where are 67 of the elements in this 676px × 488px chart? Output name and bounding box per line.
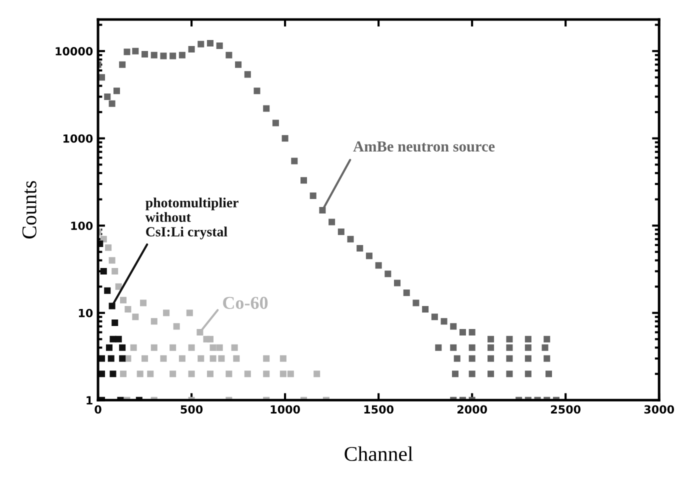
y-axis-title: Counts [22, 181, 36, 239]
point [226, 370, 232, 378]
x-tick-label: 1500 [364, 405, 394, 414]
point [140, 300, 147, 306]
annotation: Co-60 [223, 296, 268, 309]
point [188, 344, 195, 351]
point [160, 355, 167, 362]
point [110, 370, 116, 378]
x-axis-title: Channel [344, 446, 413, 461]
x-tick-label: 500 [180, 405, 203, 414]
point [142, 355, 148, 362]
point [115, 336, 122, 342]
point [119, 355, 126, 362]
point [104, 287, 111, 294]
y-tick-label: 1000 [63, 134, 93, 143]
point [115, 283, 122, 290]
point [218, 355, 225, 362]
point [170, 370, 176, 378]
y-tick-label: 1 [86, 396, 92, 404]
point [112, 320, 118, 326]
point [112, 268, 118, 275]
point [280, 355, 286, 362]
point [178, 355, 186, 362]
point [263, 370, 270, 378]
point [173, 323, 180, 330]
point [170, 344, 176, 351]
point [108, 257, 116, 264]
x-tick-label: 2500 [551, 405, 581, 414]
point [136, 370, 144, 378]
x-tick-label: 0 [94, 405, 102, 414]
point [119, 344, 126, 351]
y-tick-label: 10000 [56, 47, 93, 56]
point [150, 344, 158, 351]
point [124, 306, 132, 313]
point [147, 370, 154, 378]
annotation: AmBe neutron source [353, 141, 495, 152]
point [233, 355, 240, 362]
point [210, 344, 216, 351]
point [231, 344, 238, 351]
point [163, 310, 170, 316]
annotation: photomultiplier without CsI:Li crystal [145, 198, 238, 240]
point [198, 355, 204, 362]
point [206, 370, 214, 378]
point [130, 344, 137, 351]
point [106, 344, 112, 351]
point [263, 355, 270, 362]
point [150, 318, 158, 325]
point [132, 314, 139, 320]
x-tick-label: 2000 [457, 405, 488, 414]
point [244, 370, 251, 378]
point [188, 370, 195, 378]
point [108, 355, 114, 362]
x-tick-label: 3000 [644, 405, 674, 414]
point [206, 336, 214, 342]
x-tick-label: 1000 [270, 405, 300, 414]
point [210, 355, 216, 362]
point [120, 296, 127, 304]
point [287, 370, 294, 378]
point [280, 370, 286, 378]
y-tick-label: 10 [78, 308, 93, 318]
point [100, 268, 107, 275]
point [216, 344, 223, 351]
point [120, 370, 127, 378]
point [186, 310, 193, 316]
point [314, 370, 320, 378]
point [105, 244, 112, 251]
y-tick-label: 100 [71, 222, 93, 230]
